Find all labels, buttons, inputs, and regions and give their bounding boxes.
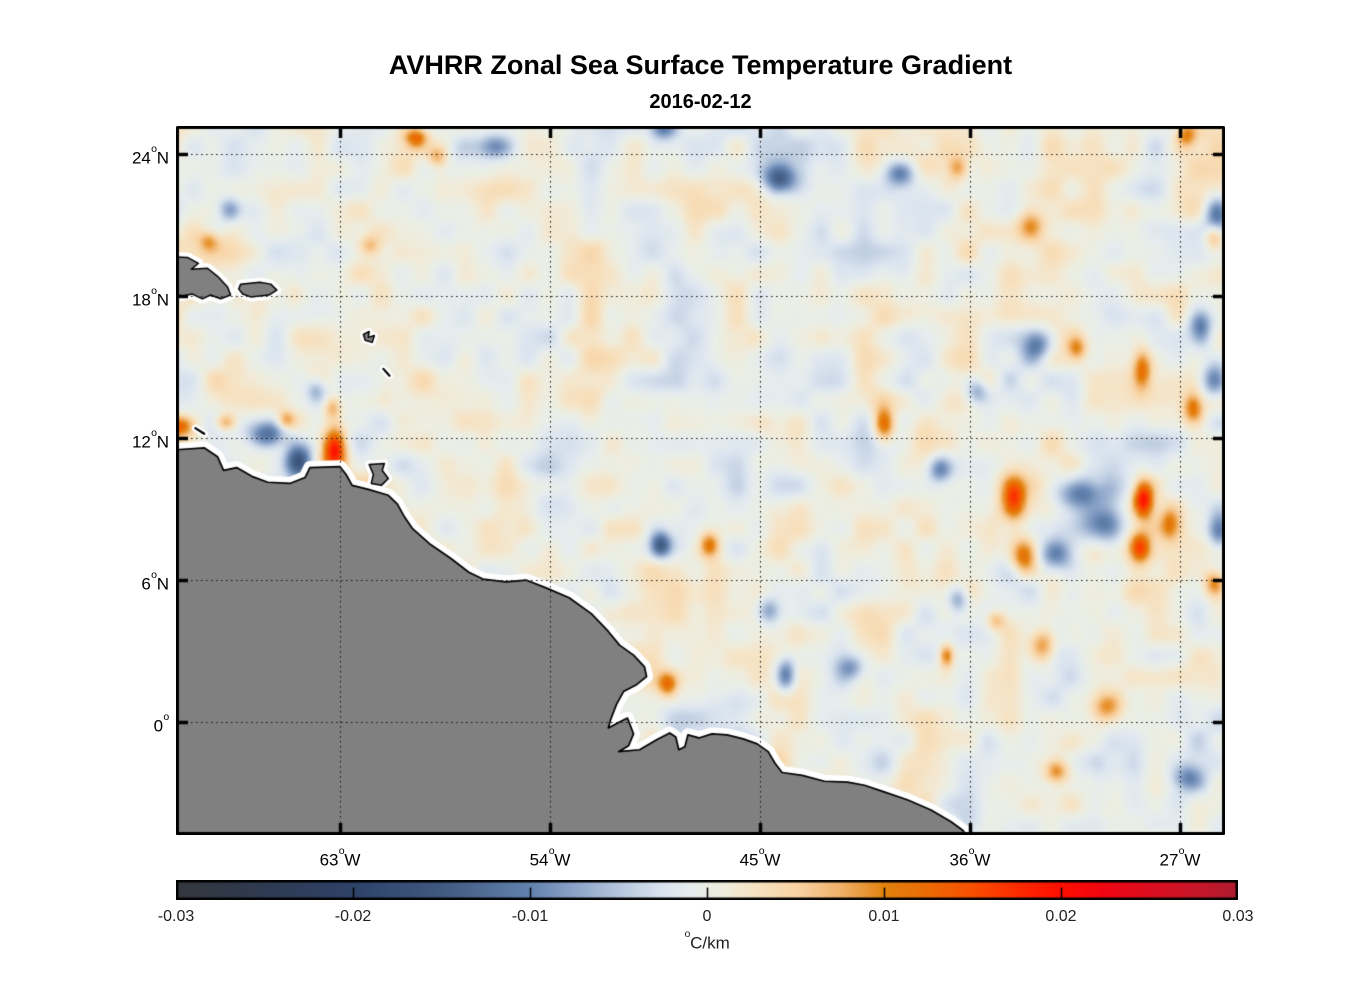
- y-axis-tick-label: 0o: [153, 711, 170, 736]
- figure-subtitle: 2016-02-12: [649, 91, 752, 113]
- colorbar-tick-label: -0.01: [511, 908, 549, 925]
- y-axis-tick-label: 24oN: [131, 143, 169, 168]
- y-axis-tick-label: 18oN: [131, 285, 169, 310]
- colorbar-canvas: [176, 880, 1238, 900]
- x-axis-tick-label: 36oW: [949, 845, 991, 870]
- x-axis-tick-label: 27oW: [1159, 845, 1201, 870]
- degree-glyph: o: [684, 928, 691, 941]
- colorbar-tick-label: -0.02: [334, 908, 372, 925]
- colorbar-tick-label: 0.02: [1045, 908, 1077, 925]
- y-axis-tick-label: 12oN: [131, 427, 169, 452]
- colorbar-tick-label: 0: [702, 908, 712, 925]
- colorbar-tick-label: -0.03: [157, 908, 195, 925]
- map-canvas: [176, 126, 1225, 835]
- x-axis-tick-label: 45oW: [739, 845, 781, 870]
- y-axis-tick-label: 6oN: [141, 569, 169, 594]
- figure-title: AVHRR Zonal Sea Surface Temperature Grad…: [388, 50, 1013, 80]
- x-axis-tick-label: 54oW: [529, 845, 571, 870]
- colorbar-unit-label: oC/km: [684, 928, 730, 953]
- colorbar-tick-label: 0.01: [868, 908, 900, 925]
- colorbar-tick-label: 0.03: [1222, 908, 1254, 925]
- x-axis-tick-label: 63oW: [319, 845, 361, 870]
